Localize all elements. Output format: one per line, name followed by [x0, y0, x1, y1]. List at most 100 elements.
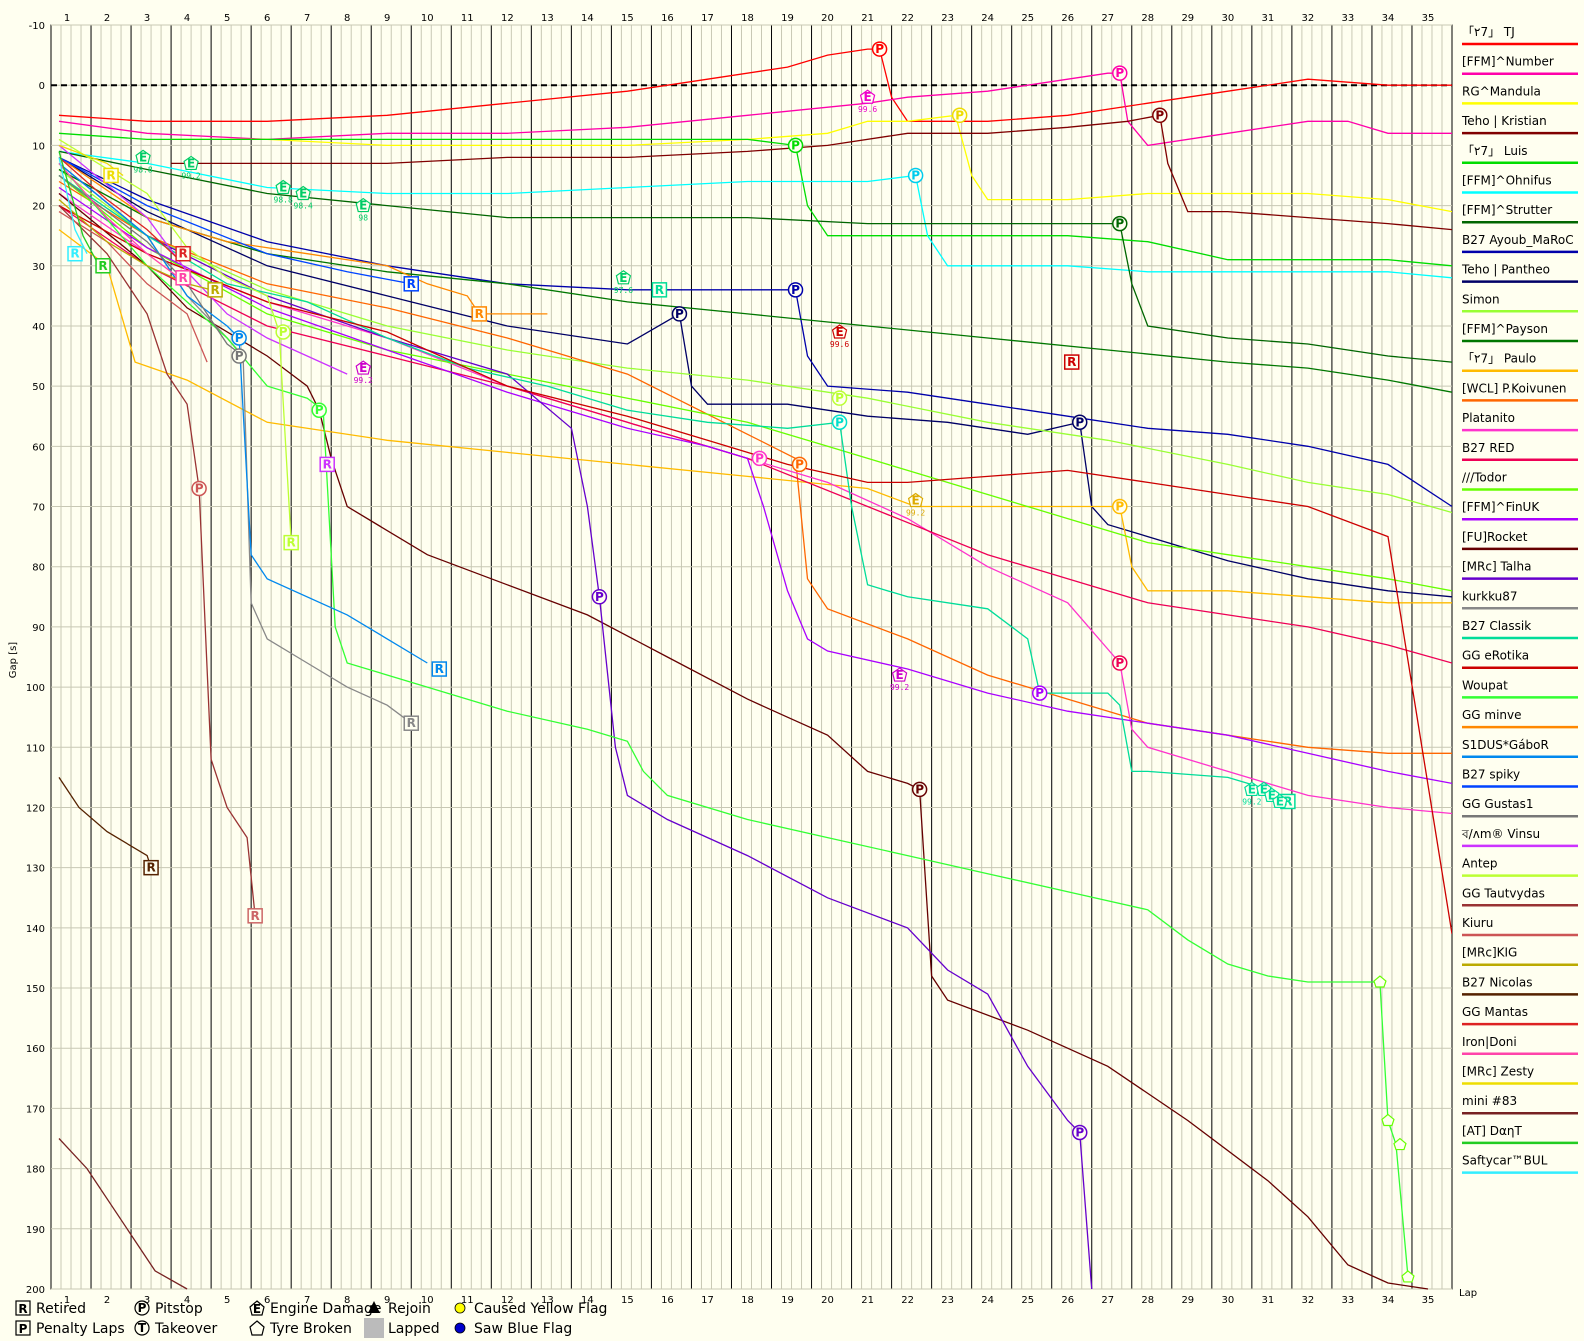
legend-entry-label: GG Tautvydas — [1462, 886, 1545, 900]
legend-entry-label: Kiuru — [1462, 916, 1493, 930]
legend-entry-label: Iron|Doni — [1462, 1035, 1517, 1049]
x-tick-label-top: 19 — [781, 13, 794, 24]
marker-r: R — [247, 908, 263, 924]
x-tick-label-top: 23 — [941, 13, 954, 24]
x-tick-label-bottom: 7 — [304, 1295, 310, 1306]
footer-legend-item: Caused Yellow Flag — [454, 1301, 607, 1317]
marker-p: P — [951, 107, 968, 124]
series-line-3 — [171, 114, 1452, 213]
series-line-33 — [58, 777, 152, 868]
x-tick-label-bottom: 16 — [661, 1295, 674, 1306]
footer-legend-label: Pitstop — [155, 1301, 203, 1317]
x-tick-label-bottom: 31 — [1262, 1295, 1275, 1306]
svg-text:P: P — [835, 391, 844, 405]
footer-legend-label: Takeover — [154, 1321, 217, 1337]
marker-e: E98.8 — [133, 149, 153, 174]
svg-text:99.2: 99.2 — [890, 683, 909, 692]
svg-text:R: R — [655, 283, 664, 297]
svg-text:P: P — [755, 451, 764, 465]
y-tick-label: 130 — [26, 864, 45, 875]
marker-p: P — [1071, 414, 1088, 431]
svg-text:98.8: 98.8 — [274, 196, 293, 205]
marker-r: R — [651, 282, 668, 298]
series-line-16 — [58, 174, 1452, 592]
series-line-18 — [58, 192, 1429, 1290]
marker-p: P — [311, 402, 327, 418]
x-tick-label-bottom: 34 — [1382, 1295, 1395, 1306]
footer-legend-item: T Takeover — [134, 1320, 217, 1337]
legend-entry-label: [FFM]^Payson — [1462, 322, 1548, 336]
svg-text:R: R — [287, 536, 296, 550]
x-tick-label-top: 4 — [184, 13, 190, 24]
series-line-6 — [58, 150, 1452, 279]
series-line-9 — [58, 156, 1452, 598]
x-tick-label-bottom: 23 — [941, 1295, 954, 1306]
legend-entry-label: S1DUS*GáboR — [1462, 738, 1549, 752]
y-tick-label: 200 — [26, 1285, 45, 1296]
svg-text:E: E — [299, 187, 307, 201]
marker-r: R — [471, 306, 488, 322]
svg-text:P: P — [595, 590, 604, 604]
series-line-31 — [58, 211, 208, 363]
svg-text:R: R — [210, 283, 219, 297]
marker-p: P — [751, 450, 768, 467]
x-tick-label-bottom: 25 — [1021, 1295, 1034, 1306]
x-tick-label-top: 6 — [264, 13, 270, 24]
x-tick-label-bottom: 19 — [781, 1295, 794, 1306]
legend-entry-label: GG eRotika — [1462, 649, 1529, 663]
marker-p: P — [787, 137, 804, 154]
marker-t — [1381, 1113, 1395, 1127]
x-tick-label-top: 16 — [661, 13, 674, 24]
marker-t — [1373, 975, 1387, 988]
legend-entry-label: Teho | Kristian — [1461, 114, 1547, 128]
x-axis-label: Lap — [1459, 1288, 1477, 1299]
svg-text:E: E — [896, 668, 904, 682]
marker-p: P — [231, 330, 247, 346]
marker-e: E98.4 — [294, 185, 313, 211]
x-tick-label-bottom: 4 — [184, 1295, 190, 1306]
svg-text:P: P — [235, 331, 244, 345]
svg-text:P: P — [1115, 500, 1124, 514]
footer-legend-label: Rejoin — [388, 1301, 431, 1317]
legend-entry-label: B27 RED — [1462, 441, 1514, 455]
y-tick-label: 40 — [32, 322, 45, 333]
legend-entry-label: 「۲7」 Luis — [1462, 144, 1528, 158]
x-tick-label-top: 30 — [1221, 13, 1234, 24]
marker-e: E99.2 — [1242, 781, 1262, 806]
series-line-22 — [58, 205, 1452, 935]
legend-entry-label: B27 Ayoub_MaRoC — [1462, 233, 1574, 247]
footer-legend-label: Lapped — [388, 1321, 440, 1337]
legend-entry-label: GG Gustas1 — [1462, 797, 1534, 811]
svg-text:P: P — [1115, 656, 1124, 670]
svg-text:P: P — [875, 42, 884, 56]
marker-e: E99.6 — [830, 324, 849, 349]
x-tick-label-bottom: 11 — [461, 1295, 474, 1306]
svg-text:P: P — [235, 349, 244, 363]
marker-r: R — [403, 276, 420, 292]
svg-text:R: R — [1283, 794, 1292, 808]
marker-p: P — [671, 306, 688, 322]
x-tick-label-bottom: 35 — [1422, 1295, 1435, 1306]
x-tick-label-bottom: 12 — [501, 1295, 514, 1306]
svg-text:R: R — [1067, 355, 1076, 369]
y-tick-label: 160 — [26, 1044, 45, 1055]
svg-text:E: E — [139, 150, 147, 164]
x-tick-label-bottom: 29 — [1181, 1295, 1194, 1306]
series-line-37 — [58, 1138, 188, 1290]
marker-e: E99.2 — [181, 155, 201, 180]
svg-text:E: E — [359, 361, 367, 375]
marker-e: E99.2 — [906, 492, 925, 518]
y-tick-label: 70 — [32, 503, 45, 514]
x-tick-label-bottom: 24 — [981, 1295, 994, 1306]
svg-text:99.2: 99.2 — [1242, 797, 1261, 806]
x-tick-label-bottom: 13 — [541, 1295, 554, 1306]
series-lines — [58, 48, 1452, 1290]
legend-entry-label: Simon — [1462, 292, 1500, 306]
series-line-19 — [58, 162, 1093, 1290]
x-tick-label-bottom: 30 — [1221, 1295, 1234, 1306]
footer-legend-item: Rejoin — [368, 1301, 431, 1317]
y-tick-label: 110 — [26, 743, 45, 754]
y-tick-label: 80 — [32, 563, 45, 574]
x-tick-label-bottom: 28 — [1141, 1295, 1154, 1306]
legend-entry-label: Teho | Pantheo — [1461, 263, 1550, 277]
